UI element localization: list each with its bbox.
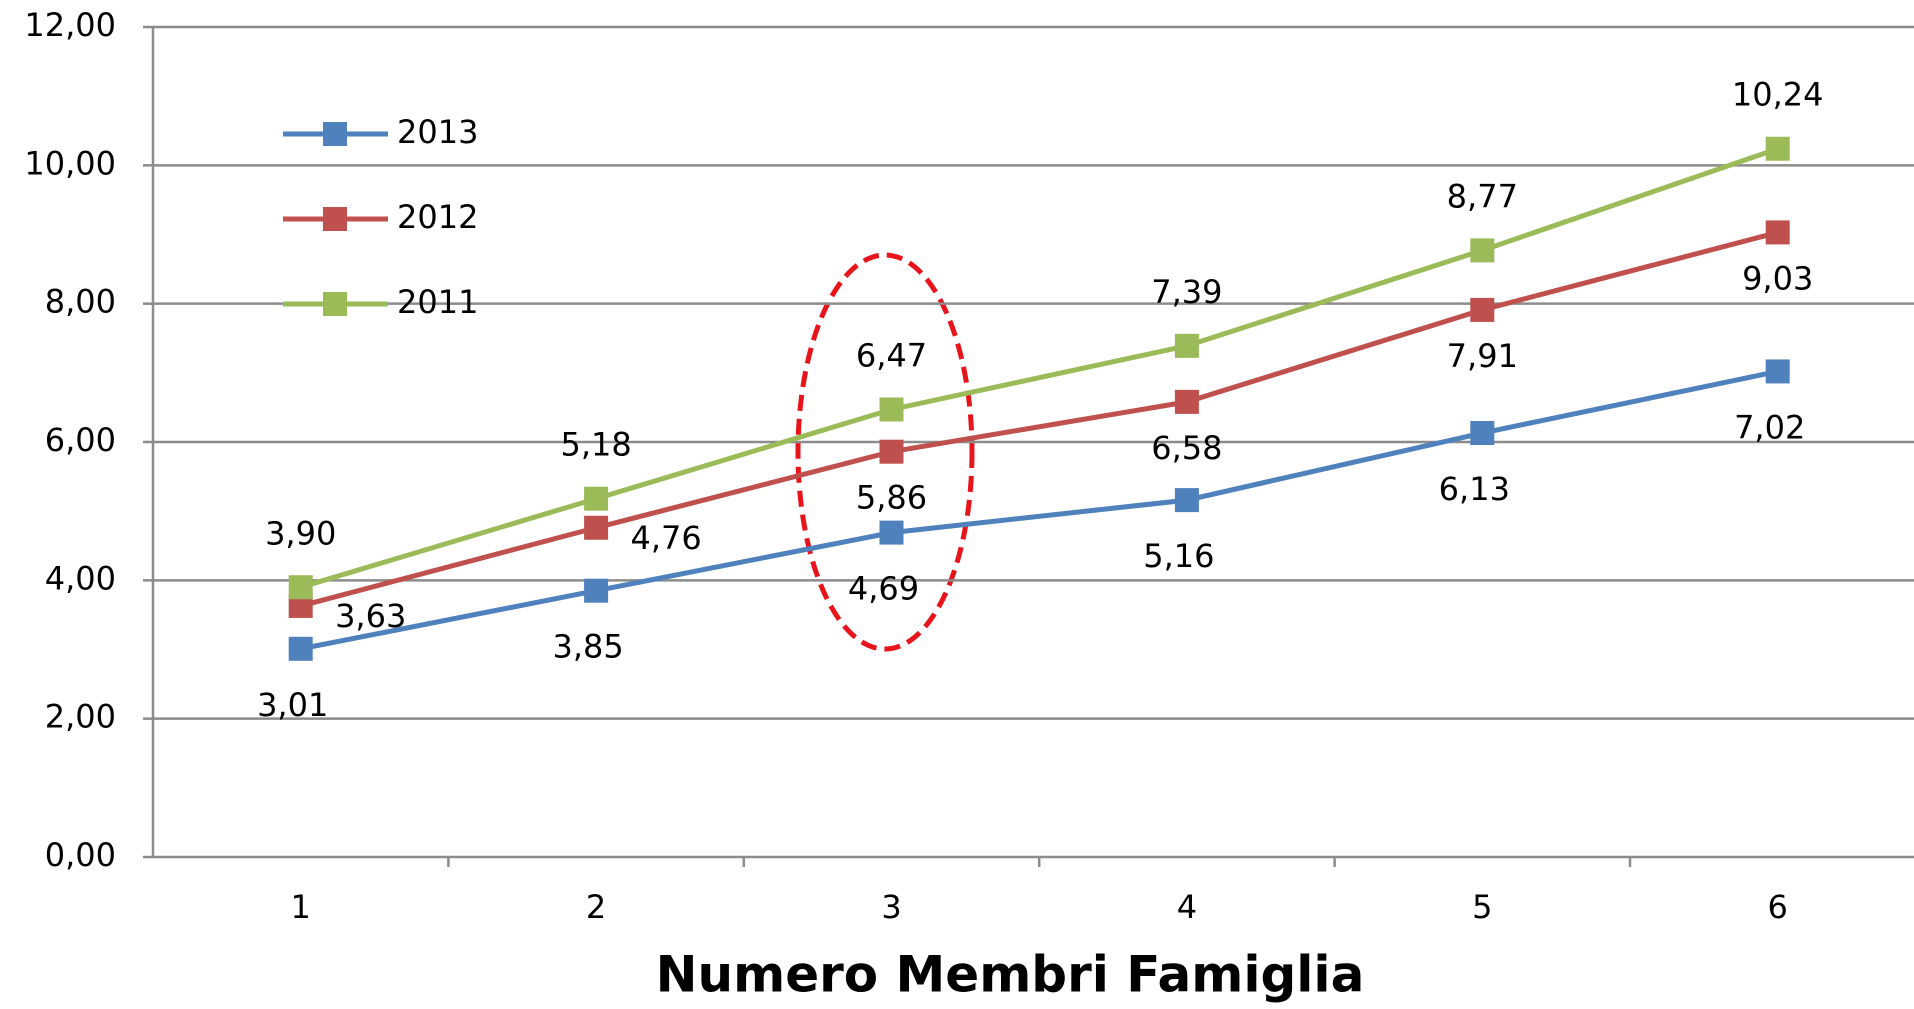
marker — [1174, 389, 1199, 414]
marker — [1470, 297, 1495, 322]
data-label: 3,85 — [552, 628, 623, 666]
marker — [584, 486, 609, 511]
legend-marker — [323, 122, 347, 146]
marker — [1470, 238, 1495, 263]
x-tick-label: 3 — [881, 888, 901, 926]
marker — [879, 439, 904, 464]
marker — [288, 575, 313, 600]
data-label: 3,90 — [265, 514, 336, 552]
x-tick-label: 1 — [291, 888, 311, 926]
legend-label: 2012 — [397, 198, 478, 236]
x-tick-label: 5 — [1472, 888, 1492, 926]
data-label: 6,58 — [1151, 429, 1222, 467]
y-tick-label: 8,00 — [45, 283, 116, 321]
series-line — [300, 230, 1779, 609]
series-line — [299, 146, 1779, 590]
data-label: 3,63 — [335, 597, 406, 635]
data-label: 4,69 — [848, 570, 919, 608]
data-label: 7,91 — [1447, 337, 1518, 375]
data-label: 6,13 — [1439, 470, 1510, 508]
series-line — [300, 369, 1779, 652]
legend-label: 2011 — [397, 283, 478, 321]
marker — [584, 578, 609, 603]
x-tick-label: 4 — [1177, 888, 1197, 926]
data-label: 5,16 — [1143, 537, 1214, 575]
marker — [879, 520, 904, 545]
y-tick-label: 0,00 — [45, 836, 116, 874]
data-label: 7,39 — [1151, 273, 1222, 311]
data-label: 4,76 — [630, 519, 701, 557]
marker — [1174, 488, 1199, 513]
legend-label: 2013 — [397, 113, 478, 151]
data-label: 7,02 — [1734, 408, 1805, 446]
marker — [584, 515, 609, 540]
plot: 0,00 2,00 4,00 6,00 8,00 10,00 12,00 1 2 3 4 5 6 3,01… — [24, 6, 1914, 926]
legend-marker — [323, 292, 347, 316]
data-label: 8,77 — [1447, 177, 1518, 215]
y-tick-label: 12,00 — [24, 6, 116, 44]
data-label: 5,86 — [856, 479, 927, 517]
highlight-ellipse — [795, 252, 975, 652]
data-label: 9,03 — [1742, 259, 1813, 297]
marker — [1174, 333, 1199, 358]
data-label: 10,24 — [1732, 76, 1824, 114]
marker — [1470, 421, 1495, 446]
x-tick-label: 2 — [586, 888, 606, 926]
data-label: 6,47 — [856, 336, 927, 374]
data-label: 3,01 — [257, 686, 328, 724]
marker — [288, 636, 313, 661]
y-tick-label: 4,00 — [45, 559, 116, 597]
marker — [879, 397, 904, 422]
y-tick-label: 6,00 — [45, 421, 116, 459]
data-label: 5,18 — [560, 426, 631, 464]
y-tick-label: 10,00 — [24, 144, 116, 182]
marker — [1765, 136, 1790, 161]
legend-marker — [323, 207, 347, 231]
marker — [1765, 359, 1790, 384]
x-tick-label: 6 — [1768, 888, 1788, 926]
marker — [1765, 220, 1790, 245]
y-tick-label: 2,00 — [45, 698, 116, 736]
x-axis-title: Numero Membri Famiglia — [656, 946, 1365, 1004]
